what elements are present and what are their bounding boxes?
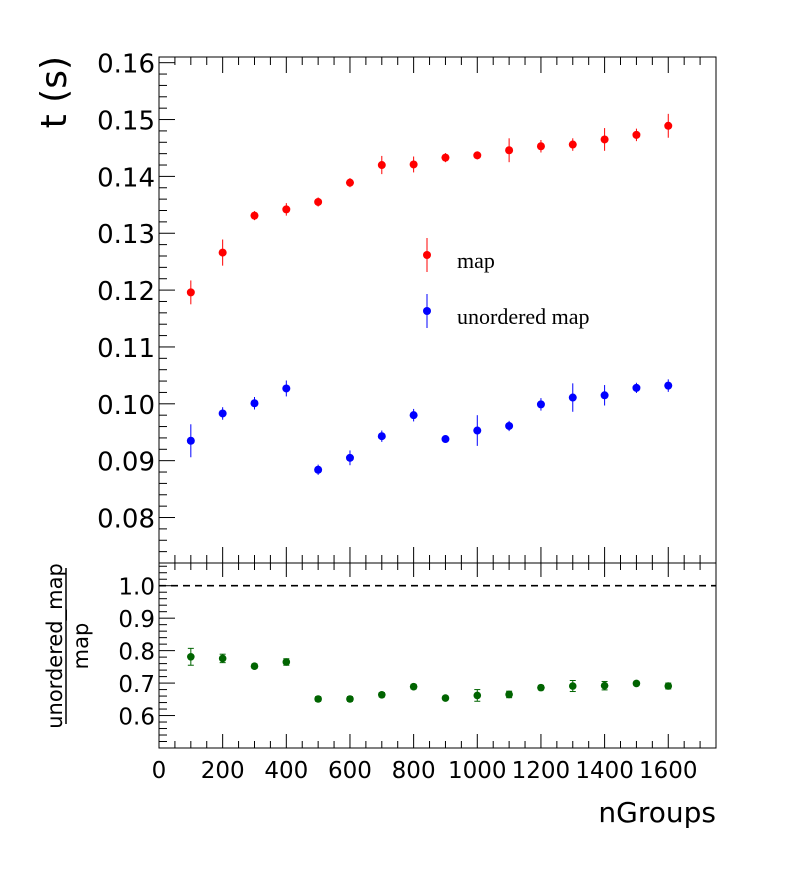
legend-entry-unordered-map: unordered map <box>423 294 590 329</box>
ratio-y-title-denominator: map <box>69 623 93 670</box>
x-tick-label: 800 <box>392 758 436 784</box>
top-y-tick-label: 0.11 <box>97 334 155 364</box>
data-point <box>250 399 259 408</box>
ratio-point <box>187 652 195 661</box>
series-unordered-map <box>186 379 673 475</box>
data-point <box>250 211 259 220</box>
data-point <box>664 121 673 130</box>
ratio-point <box>250 662 259 671</box>
legend: map unordered map <box>423 238 590 329</box>
x-axis-tick-labels: 0 200 400 600 800 1000 1200 1400 1600 <box>152 758 698 784</box>
top-y-tick-label: 0.09 <box>97 448 155 478</box>
ratio-point <box>346 695 354 703</box>
series-map <box>186 113 673 305</box>
x-tick-label: 0 <box>152 758 167 784</box>
data-point <box>441 435 450 444</box>
ratio-panel-ticks <box>158 563 717 749</box>
top-y-tick-label: 0.13 <box>97 220 155 250</box>
ratio-point <box>632 679 641 688</box>
top-y-axis-title: t (s) <box>34 56 75 128</box>
ratio-y-tick-label: 1.0 <box>118 575 155 601</box>
ratio-panel: 0.6 0.7 0.8 0.9 1.0 0 200 400 600 800 1000 1200 140… <box>43 562 717 829</box>
data-point <box>218 409 227 418</box>
ratio-y-tick-label: 0.9 <box>118 607 155 633</box>
data-point <box>186 288 195 297</box>
data-point <box>600 135 609 144</box>
data-point <box>314 197 323 206</box>
ratio-point <box>600 681 609 690</box>
top-y-tick-label: 0.08 <box>97 505 155 535</box>
top-panel-y-tick-labels: 0.08 0.09 0.10 0.11 0.12 0.13 0.14 0.15 0.16 <box>97 50 155 535</box>
data-point <box>632 130 641 139</box>
top-y-tick-label: 0.10 <box>97 391 155 421</box>
ratio-point <box>441 694 450 702</box>
top-y-tick-label: 0.15 <box>97 107 155 137</box>
x-axis-title: nGroups <box>598 796 716 829</box>
ratio-point <box>218 654 227 663</box>
data-point <box>536 400 545 409</box>
top-panel-series <box>186 113 673 475</box>
x-tick-label: 1000 <box>448 758 507 784</box>
ratio-point <box>378 690 386 699</box>
ratio-panel-y-tick-labels: 0.6 0.7 0.8 0.9 1.0 <box>118 575 155 731</box>
data-point <box>600 391 609 400</box>
ratio-point <box>537 683 545 692</box>
x-tick-label: 1400 <box>575 758 634 784</box>
data-point <box>505 421 514 430</box>
top-y-tick-label: 0.16 <box>97 50 155 80</box>
data-point <box>314 465 323 474</box>
data-point <box>409 160 418 169</box>
data-point <box>568 140 577 149</box>
legend-label-map: map <box>457 248 495 273</box>
ratio-point <box>409 682 418 691</box>
data-point <box>345 178 354 187</box>
data-point <box>441 153 450 162</box>
data-point <box>505 146 514 155</box>
data-point <box>536 142 545 151</box>
ratio-y-tick-label: 0.8 <box>118 640 155 666</box>
data-point <box>568 393 577 402</box>
ratio-y-tick-label: 0.7 <box>118 672 155 698</box>
x-tick-label: 200 <box>201 758 245 784</box>
data-point <box>377 432 386 441</box>
data-point <box>282 384 291 393</box>
x-tick-label: 600 <box>328 758 372 784</box>
top-panel: 0.08 0.09 0.10 0.11 0.12 0.13 0.14 0.15 0.16 t (… <box>34 50 717 564</box>
ratio-y-tick-label: 0.6 <box>118 705 155 731</box>
data-point <box>473 151 482 160</box>
data-point <box>218 248 227 257</box>
data-point <box>345 453 354 462</box>
ratio-point <box>505 690 513 699</box>
data-point <box>409 411 418 420</box>
data-point <box>282 205 291 214</box>
ratio-point <box>568 682 577 690</box>
ratio-panel-series <box>187 647 673 703</box>
ratio-point <box>282 658 291 666</box>
top-y-tick-label: 0.12 <box>97 277 155 307</box>
x-tick-label: 1200 <box>512 758 571 784</box>
data-point <box>473 426 482 435</box>
ratio-point <box>664 682 673 690</box>
ratio-point <box>314 695 322 703</box>
ratio-point <box>473 691 482 700</box>
legend-marker-map <box>423 251 431 259</box>
legend-entry-map: map <box>423 238 495 273</box>
x-tick-label: 400 <box>264 758 308 784</box>
data-point <box>664 381 673 390</box>
series-ratio <box>187 647 673 703</box>
top-panel-ticks <box>158 57 701 564</box>
data-point <box>186 436 195 445</box>
data-point <box>377 161 386 170</box>
x-tick-label: 1600 <box>639 758 698 784</box>
top-y-tick-label: 0.14 <box>97 163 155 193</box>
legend-marker-unordered-map <box>423 307 431 315</box>
data-point <box>632 383 641 392</box>
legend-label-unordered-map: unordered map <box>457 304 590 329</box>
ratio-y-title-numerator: unordered_map <box>43 563 68 729</box>
ratio-panel-frame <box>158 562 717 749</box>
ratio-y-axis-title: unordered_map map <box>43 563 93 729</box>
